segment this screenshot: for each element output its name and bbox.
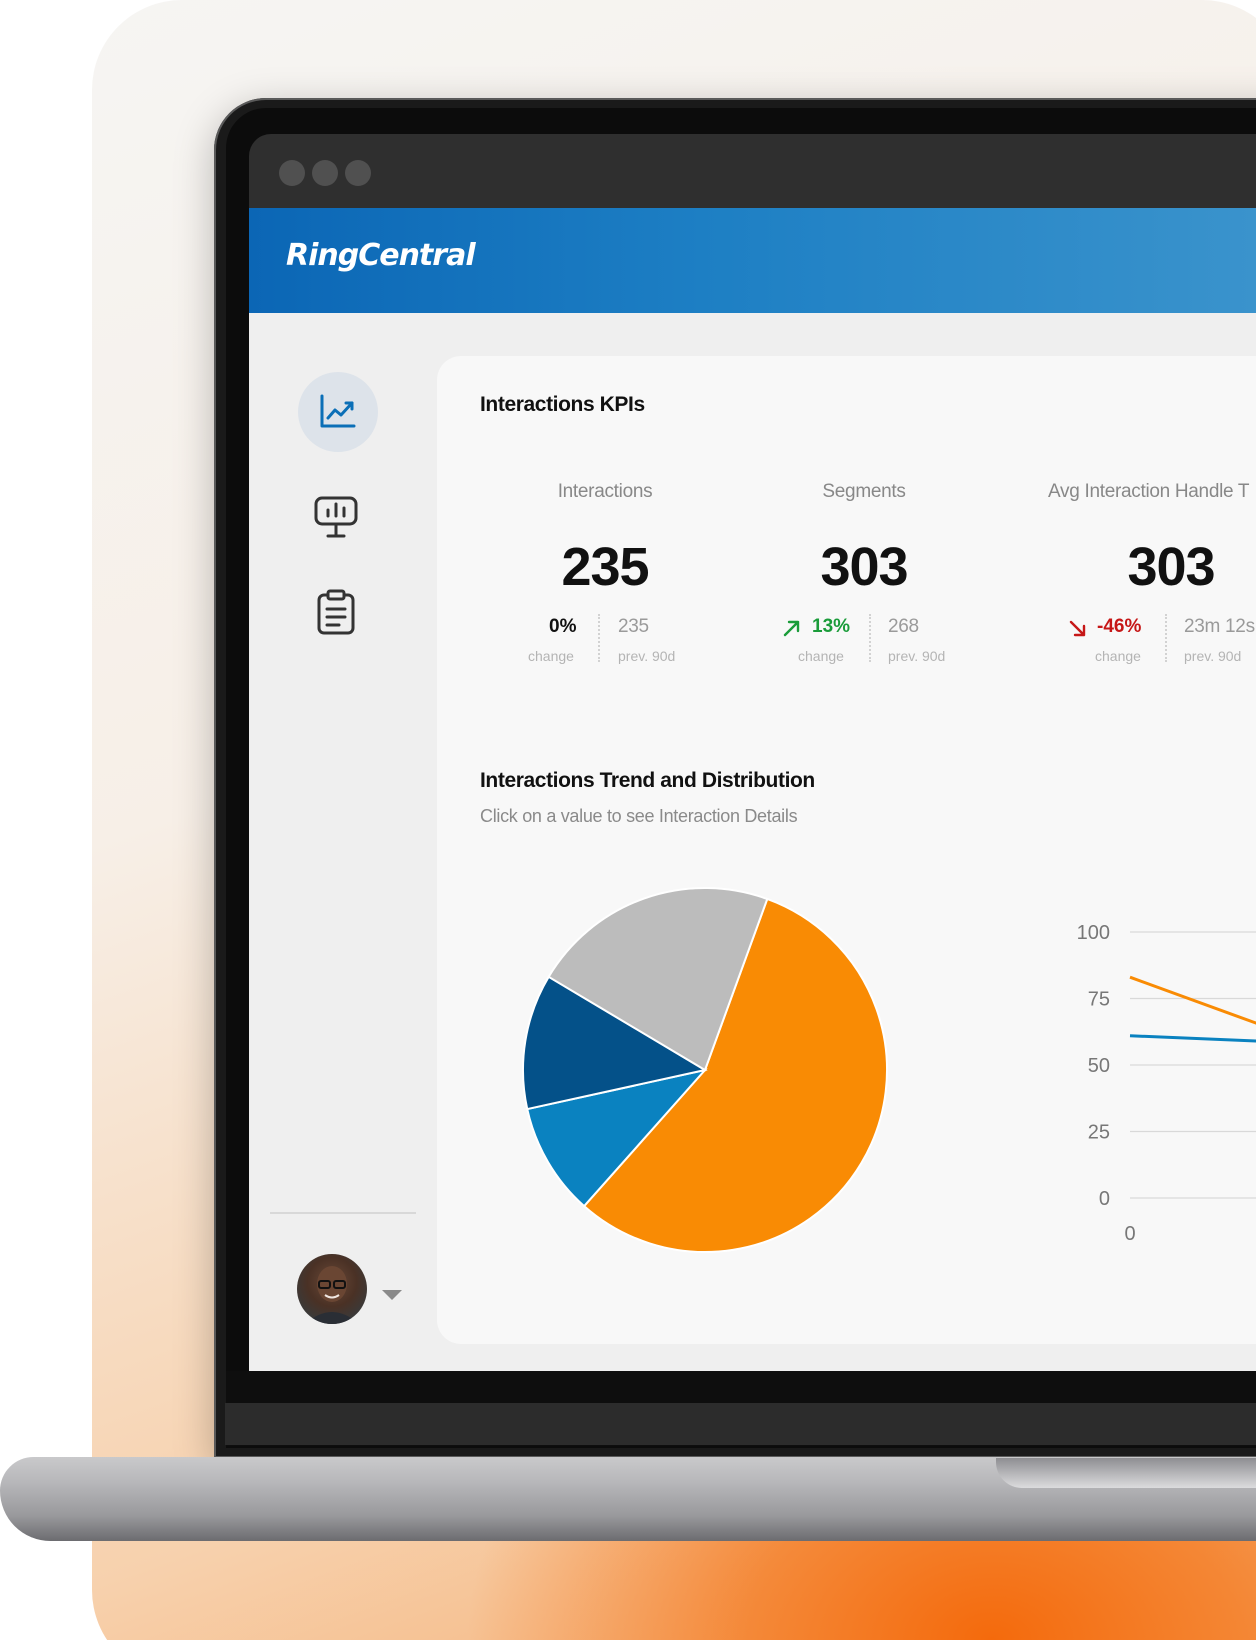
kpi-interactions-prev-caption: prev. 90d (618, 648, 676, 664)
kpi-segments-prev: 268 (888, 616, 919, 637)
kpi-interactions-prev: 235 (618, 616, 649, 637)
kpi-avg-handle-time-prev: 23m 12s (1184, 616, 1255, 637)
kpi-segments-change-caption: change (798, 648, 844, 664)
window-maximize-dot[interactable] (345, 160, 371, 186)
kpi-avg-handle-time-prev-caption: prev. 90d (1184, 648, 1242, 664)
y-tick-label: 75 (1088, 989, 1110, 1011)
kpi-segments-value[interactable]: 303 (820, 537, 908, 597)
pie-slice-2[interactable] (522, 975, 708, 1111)
laptop-hinge-notch (996, 1458, 1256, 1488)
kpi-section-title: Interactions KPIs (480, 393, 645, 416)
trend-series-line-0[interactable] (1129, 975, 1256, 1046)
trend-up-arrow-icon (783, 620, 800, 637)
trend-section-subtitle: Click on a value to see Interaction Deta… (480, 806, 798, 826)
y-tick-label: 100 (1077, 922, 1110, 944)
clipboard-report-icon[interactable] (315, 589, 357, 635)
kpi-segments-change: 13% (812, 616, 851, 637)
kpi-interactions-separator (598, 614, 600, 662)
trend-series-line-1[interactable] (1129, 1034, 1256, 1044)
kpi-avg-handle-time-change-caption: change (1095, 648, 1141, 664)
avatar-portrait-icon (305, 1266, 359, 1324)
kpi-avg-handle-time-value[interactable]: 303 (1127, 537, 1215, 597)
x-tick-label: 0 (1124, 1223, 1135, 1245)
trend-line-chart[interactable]: 100 75 50 25 00 (1060, 900, 1256, 1250)
kpi-avg-handle-time-label: Avg Interaction Handle T (1048, 481, 1250, 502)
presentation-chart-icon[interactable] (313, 494, 359, 540)
screen-bottom-strip (225, 1403, 1256, 1445)
pie-slice-1[interactable] (526, 1068, 708, 1208)
user-avatar[interactable] (297, 1254, 367, 1324)
kpi-segments-separator (869, 614, 871, 662)
distribution-pie-chart[interactable] (500, 865, 910, 1275)
kpi-avg-handle-time-separator (1165, 614, 1167, 662)
window-close-dot[interactable] (279, 160, 305, 186)
trend-down-arrow-icon (1069, 620, 1086, 637)
kpi-interactions-change-caption: change (528, 648, 574, 664)
pie-slice-3[interactable] (547, 887, 769, 1072)
kpi-interactions-change: 0% (549, 616, 577, 637)
window-minimize-dot[interactable] (312, 160, 338, 186)
kpi-interactions-label: Interactions (557, 481, 653, 502)
window-titlebar (249, 134, 1256, 208)
user-menu-caret-icon[interactable] (382, 1290, 402, 1300)
ringcentral-logo[interactable]: RingCentral (286, 238, 476, 273)
trend-chart-icon[interactable] (318, 392, 358, 432)
trend-section-title: Interactions Trend and Distribution (480, 769, 815, 792)
kpi-avg-handle-time-change: -46% (1097, 616, 1142, 637)
kpi-segments-prev-caption: prev. 90d (888, 648, 946, 664)
app-header (249, 208, 1256, 313)
sidebar-divider (270, 1212, 416, 1214)
y-tick-label: 25 (1088, 1122, 1110, 1144)
y-tick-label: 0 (1099, 1188, 1110, 1210)
kpi-segments-label: Segments (822, 481, 906, 502)
pie-slice-0[interactable] (582, 897, 888, 1253)
y-tick-label: 50 (1088, 1055, 1110, 1077)
kpi-interactions-value[interactable]: 235 (561, 537, 649, 597)
